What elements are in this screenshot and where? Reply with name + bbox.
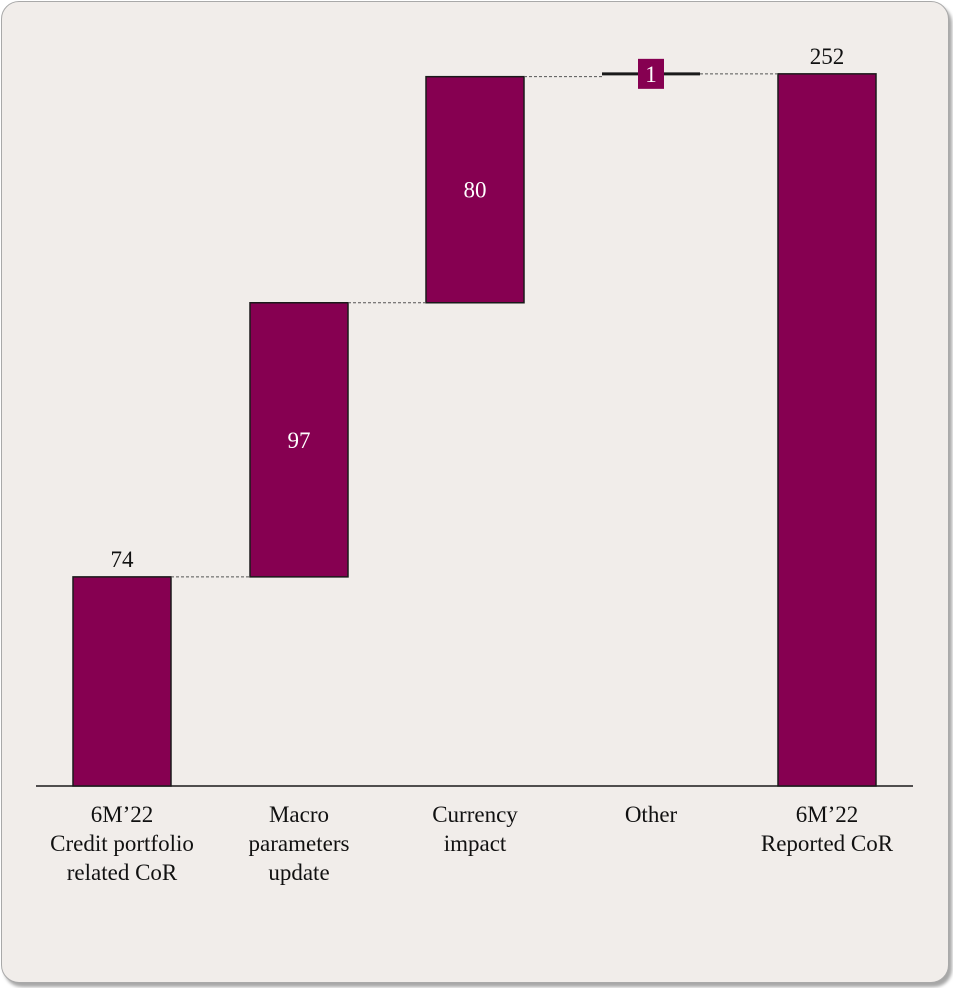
category-label: Other bbox=[625, 802, 678, 827]
category-label: update bbox=[268, 860, 329, 885]
data-label: 252 bbox=[810, 44, 845, 69]
category-label: 6M’22 bbox=[91, 802, 154, 827]
category-label: parameters bbox=[249, 831, 350, 856]
category-label: Credit portfolio bbox=[50, 831, 194, 856]
bar bbox=[249, 302, 349, 578]
category-label: Reported CoR bbox=[761, 831, 894, 856]
category-label: 6M’22 bbox=[796, 802, 859, 827]
data-label: 80 bbox=[464, 178, 487, 203]
category-label: impact bbox=[444, 831, 507, 856]
category-label: Currency bbox=[432, 802, 518, 827]
data-label-badge bbox=[638, 58, 664, 89]
data-label: 1 bbox=[645, 62, 657, 87]
data-label: 97 bbox=[288, 428, 311, 453]
data-label: 74 bbox=[111, 547, 135, 572]
bar bbox=[777, 73, 877, 787]
category-label: Macro bbox=[269, 802, 329, 827]
category-label: related CoR bbox=[67, 860, 178, 885]
bar bbox=[72, 576, 172, 787]
bar bbox=[425, 75, 525, 304]
